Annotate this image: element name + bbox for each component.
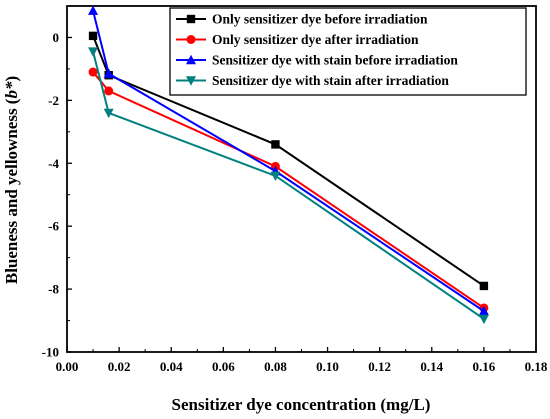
x-tick-label: 0.10	[316, 359, 339, 374]
legend-label: Only sensitizer dye after irradiation	[212, 32, 419, 47]
legend-box	[169, 7, 527, 96]
x-tick-label: 0.00	[56, 359, 79, 374]
y-axis-title: Blueness and yellowness (b*)	[2, 76, 21, 284]
x-axis-title: Sensitizer dye concentration (mg/L)	[172, 395, 431, 414]
legend-entry-1: Only sensitizer dye before irradiation	[176, 12, 428, 27]
data-point	[88, 47, 99, 57]
legend-swatch-marker	[186, 14, 196, 24]
legend-entry-3: Sensitizer dye with stain before irradia…	[176, 53, 458, 68]
data-point	[478, 305, 489, 316]
data-point	[88, 31, 98, 41]
x-tick-label: 0.12	[368, 359, 391, 374]
legend: Only sensitizer dye before irradiation On…	[169, 7, 527, 96]
legend-label: Sensitizer dye with stain before irradia…	[212, 53, 458, 68]
data-point	[103, 68, 114, 78]
x-tick-label: 0.04	[160, 359, 183, 374]
series-4	[88, 47, 489, 325]
y-tick-label: -2	[48, 93, 59, 108]
y-tick-label: 0	[53, 30, 60, 45]
data-point	[270, 171, 281, 182]
series-line	[92, 51, 485, 320]
legend-swatch-marker	[186, 54, 196, 65]
x-tick-label: 0.08	[264, 359, 287, 374]
x-tick-label: 0.16	[473, 359, 496, 374]
legend-swatch-marker	[186, 35, 196, 44]
data-point	[103, 108, 114, 119]
data-point	[479, 281, 489, 291]
data-point	[104, 86, 114, 96]
legend-entry-2: Only sensitizer dye after irradiation	[176, 32, 419, 47]
y-tick-label: -8	[48, 282, 59, 297]
x-tick-label: 0.14	[420, 359, 443, 374]
series-2	[88, 67, 489, 313]
data-point	[478, 314, 489, 325]
legend-label: Only sensitizer dye before irradiation	[212, 12, 428, 27]
y-tick-label: -6	[48, 219, 59, 234]
x-tick-label: 0.02	[108, 359, 131, 374]
y-tick-label: -10	[42, 345, 59, 360]
series-line	[92, 10, 485, 312]
data-point	[88, 67, 98, 77]
series-layer	[88, 5, 489, 325]
x-axis-ticks: 0.00 0.02 0.04 0.06 0.08 0.10 0.12 0.14 0.16 0.18	[56, 347, 548, 374]
legend-entry-4: Sensitizer dye with stain after irradiat…	[176, 73, 449, 88]
y-tick-label: -4	[48, 156, 59, 171]
legend-items: Only sensitizer dye before irradiation On…	[176, 12, 458, 88]
data-point	[271, 140, 280, 149]
y-axis-ticks: 0 -2 -4 -6 -8 -10	[42, 5, 72, 360]
legend-label: Sensitizer dye with stain after irradiat…	[212, 73, 449, 88]
data-point	[88, 5, 99, 15]
x-tick-label: 0.18	[525, 359, 548, 374]
x-tick-label: 0.06	[212, 359, 235, 374]
series-line	[92, 35, 485, 287]
legend-swatch-marker	[186, 76, 196, 86]
